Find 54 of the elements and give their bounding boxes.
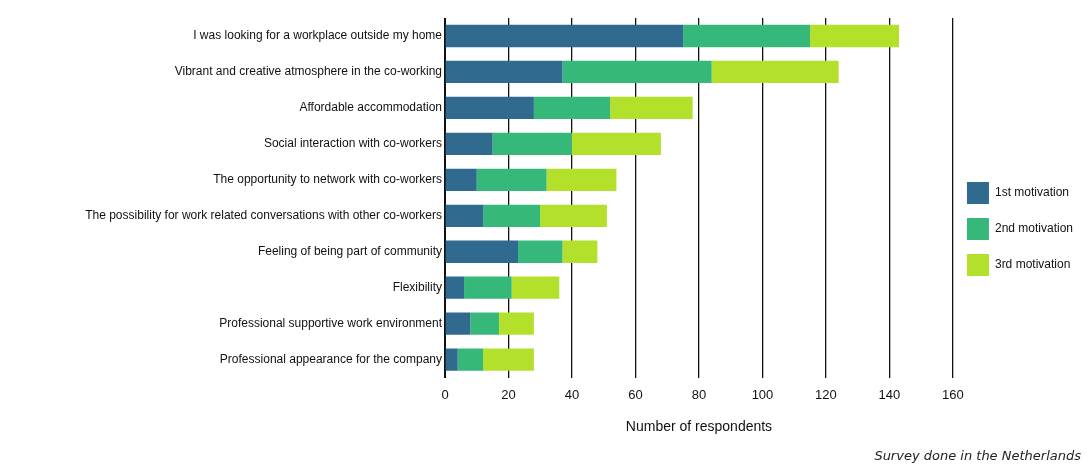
y-tick-label: Feeling of being part of community: [257, 244, 442, 259]
text: Survey done in the Netherlands: [874, 448, 1081, 463]
y-tick-label: Social interaction with co-workers: [263, 136, 442, 151]
bar: [810, 24, 899, 48]
bar: [470, 312, 499, 335]
y-tick-label: Professional appearance for the company: [219, 351, 442, 366]
x-tick-label: 20: [501, 386, 516, 402]
x-tick-label: 120: [815, 386, 837, 402]
legend-label: 1st motivation: [994, 185, 1069, 200]
bar: [445, 240, 519, 263]
bar: [492, 132, 572, 156]
bar: [445, 60, 563, 84]
bar: [562, 240, 598, 263]
bar: [498, 312, 534, 335]
legend-label: 2nd motivation: [994, 221, 1073, 236]
bar: [476, 168, 547, 191]
bar: [562, 60, 712, 84]
y-tick-label: Flexibility: [392, 280, 442, 295]
bar: [445, 276, 465, 299]
bar: [546, 168, 617, 191]
x-tick-label: 80: [691, 386, 707, 402]
y-tick-label: Professional supportive work environment: [219, 315, 443, 330]
bar: [571, 132, 661, 156]
bar: [483, 204, 541, 227]
bar: [445, 312, 471, 335]
y-tick-label: The possibility for work related conversations with other co-workers: [85, 208, 442, 223]
x-tick-label: 60: [628, 386, 643, 402]
x-tick-label: 140: [878, 386, 901, 402]
bar: [540, 204, 607, 227]
bar: [483, 348, 534, 371]
bar: [445, 132, 493, 156]
x-tick-label: 160: [942, 386, 964, 402]
bar: [457, 348, 484, 371]
bar: [610, 96, 693, 120]
bar: [464, 276, 512, 299]
legend-label: 3rd motivation: [994, 257, 1071, 272]
bar: [445, 24, 684, 48]
bar: [533, 96, 611, 120]
bar: [445, 204, 484, 227]
bar: [511, 276, 560, 299]
bar: [445, 348, 458, 371]
bar: [518, 240, 563, 263]
bar: [683, 24, 811, 48]
y-tick-label: Vibrant and creative atmosphere in the co-working: [174, 64, 442, 79]
x-tick-label: 100: [751, 386, 774, 402]
bar: [445, 96, 534, 120]
bar: [445, 168, 477, 191]
x-tick-label: 40: [564, 386, 580, 402]
x-axis-title: Number of respondents: [625, 418, 773, 435]
y-tick-label: I was looking for a workplace outside my home: [193, 28, 443, 43]
y-tick-label: Affordable accommodation: [299, 100, 442, 115]
bar: [711, 60, 839, 84]
y-tick-label: The opportunity to network with co-workers: [213, 172, 442, 187]
x-tick-label: 0: [441, 386, 449, 402]
